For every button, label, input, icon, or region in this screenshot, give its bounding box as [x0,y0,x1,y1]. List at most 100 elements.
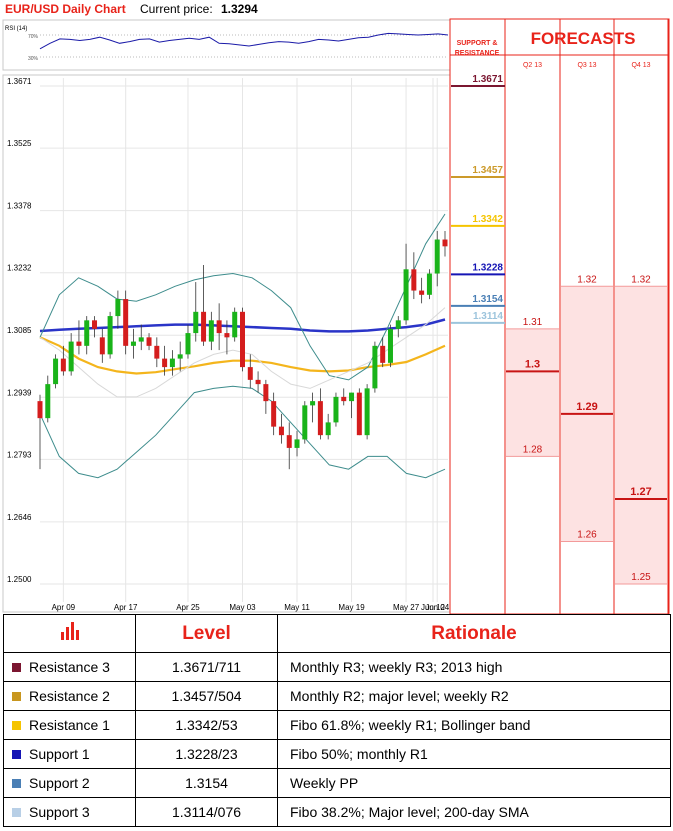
candle-body [37,401,43,419]
candle-body [372,345,378,389]
forecasts-title: FORECASTS [531,29,636,48]
level-rationale: Monthly R3; weekly R3; 2013 high [277,652,671,682]
level-rationale: Fibo 61.8%; weekly R1; Bollinger band [277,710,671,740]
candle-body [255,379,261,385]
candle-body [146,337,152,346]
candle-body [216,320,222,334]
candle-body [185,333,191,355]
rsi-line [39,32,449,50]
forecast-low-label: 1.25 [631,572,651,583]
table-row: Resistance 1 1.3342/53 Fibo 61.8%; weekl… [3,710,671,740]
candle-body [395,320,401,329]
y-tick-label: 1.2939 [7,388,32,397]
rsi-tick-30: 30% [28,56,39,62]
forecast-quarter-label: Q2 13 [523,62,542,69]
candle-body [154,345,160,359]
candle-body [232,311,238,338]
candle-body [442,239,448,247]
bollinger-upper-line [39,213,446,381]
level-name-cell: Resistance 3 [3,652,136,682]
level-label: 1.3154 [472,294,503,305]
current-price-label: Current price: [140,2,213,16]
candle-body [403,269,409,321]
level-label: 1.3228 [472,262,503,273]
level-swatch [12,778,21,788]
candlesticks [37,231,448,470]
candle-body [434,239,440,274]
x-tick-label: May 03 [229,603,256,612]
forecast-mid-label: 1.3 [525,358,540,370]
candle-body [53,358,59,385]
forecast-low-label: 1.28 [523,444,543,455]
levels-table-header: Level Rationale [3,614,671,653]
candle-body [115,299,121,317]
bollinger-lower-line [39,385,446,479]
level-value: 1.3671/711 [135,652,278,682]
candle-body [130,341,136,346]
candle-body [278,426,284,436]
y-tick-label: 1.3671 [7,77,32,86]
candle-body [341,396,347,402]
candle-body [162,358,168,368]
candle-body [310,401,316,406]
x-tick-label: Apr 17 [114,603,138,612]
level-label: 1.3457 [472,165,503,176]
candle-body [45,384,51,419]
candle-body [349,392,355,402]
x-tick-label: Jun 12 [421,603,446,612]
y-tick-label: 1.3378 [7,202,32,211]
level-swatch [12,691,21,701]
candle-body [240,311,245,368]
y-tick-label: 1.3085 [7,326,32,335]
candle-body [201,311,207,342]
x-tick-label: May 27 [393,603,420,612]
level-name-cell: Resistance 2 [3,681,136,711]
level-rationale: Fibo 38.2%; Major level; 200-day SMA [277,797,671,827]
forecast-range-band [506,328,559,457]
level-value: 1.3154 [135,768,278,798]
y-tick-label: 1.2500 [7,575,32,584]
candle-body [68,341,74,372]
forecast-low-label: 1.26 [577,529,597,540]
forecast-high-label: 1.32 [631,274,651,285]
candle-body [333,396,339,423]
level-name-cell: Support 2 [3,768,136,798]
level-name-cell: Resistance 1 [3,710,136,740]
forecast-range-band [615,286,667,584]
candle-body [411,269,417,291]
bar-chart-icon [3,614,136,653]
candle-body [60,358,66,372]
level-rationale: Fibo 50%; monthly R1 [277,739,671,769]
level-value: 1.3114/076 [135,797,278,827]
candle-body [123,299,129,346]
levels-table: Level Rationale Resistance 3 1.3671/711 … [3,614,671,827]
level-swatch [12,662,21,672]
level-label: 1.3114 [473,311,503,322]
rsi-tick-70: 70% [28,34,39,40]
x-tick-label: May 11 [284,603,310,612]
x-tick-label: Jun 04 [425,603,450,612]
rsi-label: RSI (14) [5,26,27,32]
level-name: Support 3 [29,804,90,820]
rationale-header: Rationale [277,614,671,653]
level-name: Resistance 1 [29,717,110,733]
candle-body [208,320,214,342]
level-value: 1.3228/23 [135,739,278,769]
candle-body [380,345,386,363]
candle-body [302,405,308,440]
level-header: Level [135,614,278,653]
table-row: Support 3 1.3114/076 Fibo 38.2%; Major l… [3,797,671,827]
level-rationale: Weekly PP [277,768,671,798]
table-row: Resistance 3 1.3671/711 Monthly R3; week… [3,652,671,682]
forecast-high-label: 1.32 [577,274,597,285]
sr-label-line2: RESISTANCE [455,50,500,57]
candle-body [76,341,82,346]
forecast-quarter-label: Q3 13 [577,62,596,69]
y-tick-label: 1.3525 [7,139,32,148]
table-row: Resistance 2 1.3457/504 Monthly R2; majo… [3,681,671,711]
candle-body [271,401,277,427]
candle-body [92,320,98,329]
x-tick-label: May 19 [338,603,365,612]
candle-body [177,354,183,359]
candle-body [99,337,105,355]
